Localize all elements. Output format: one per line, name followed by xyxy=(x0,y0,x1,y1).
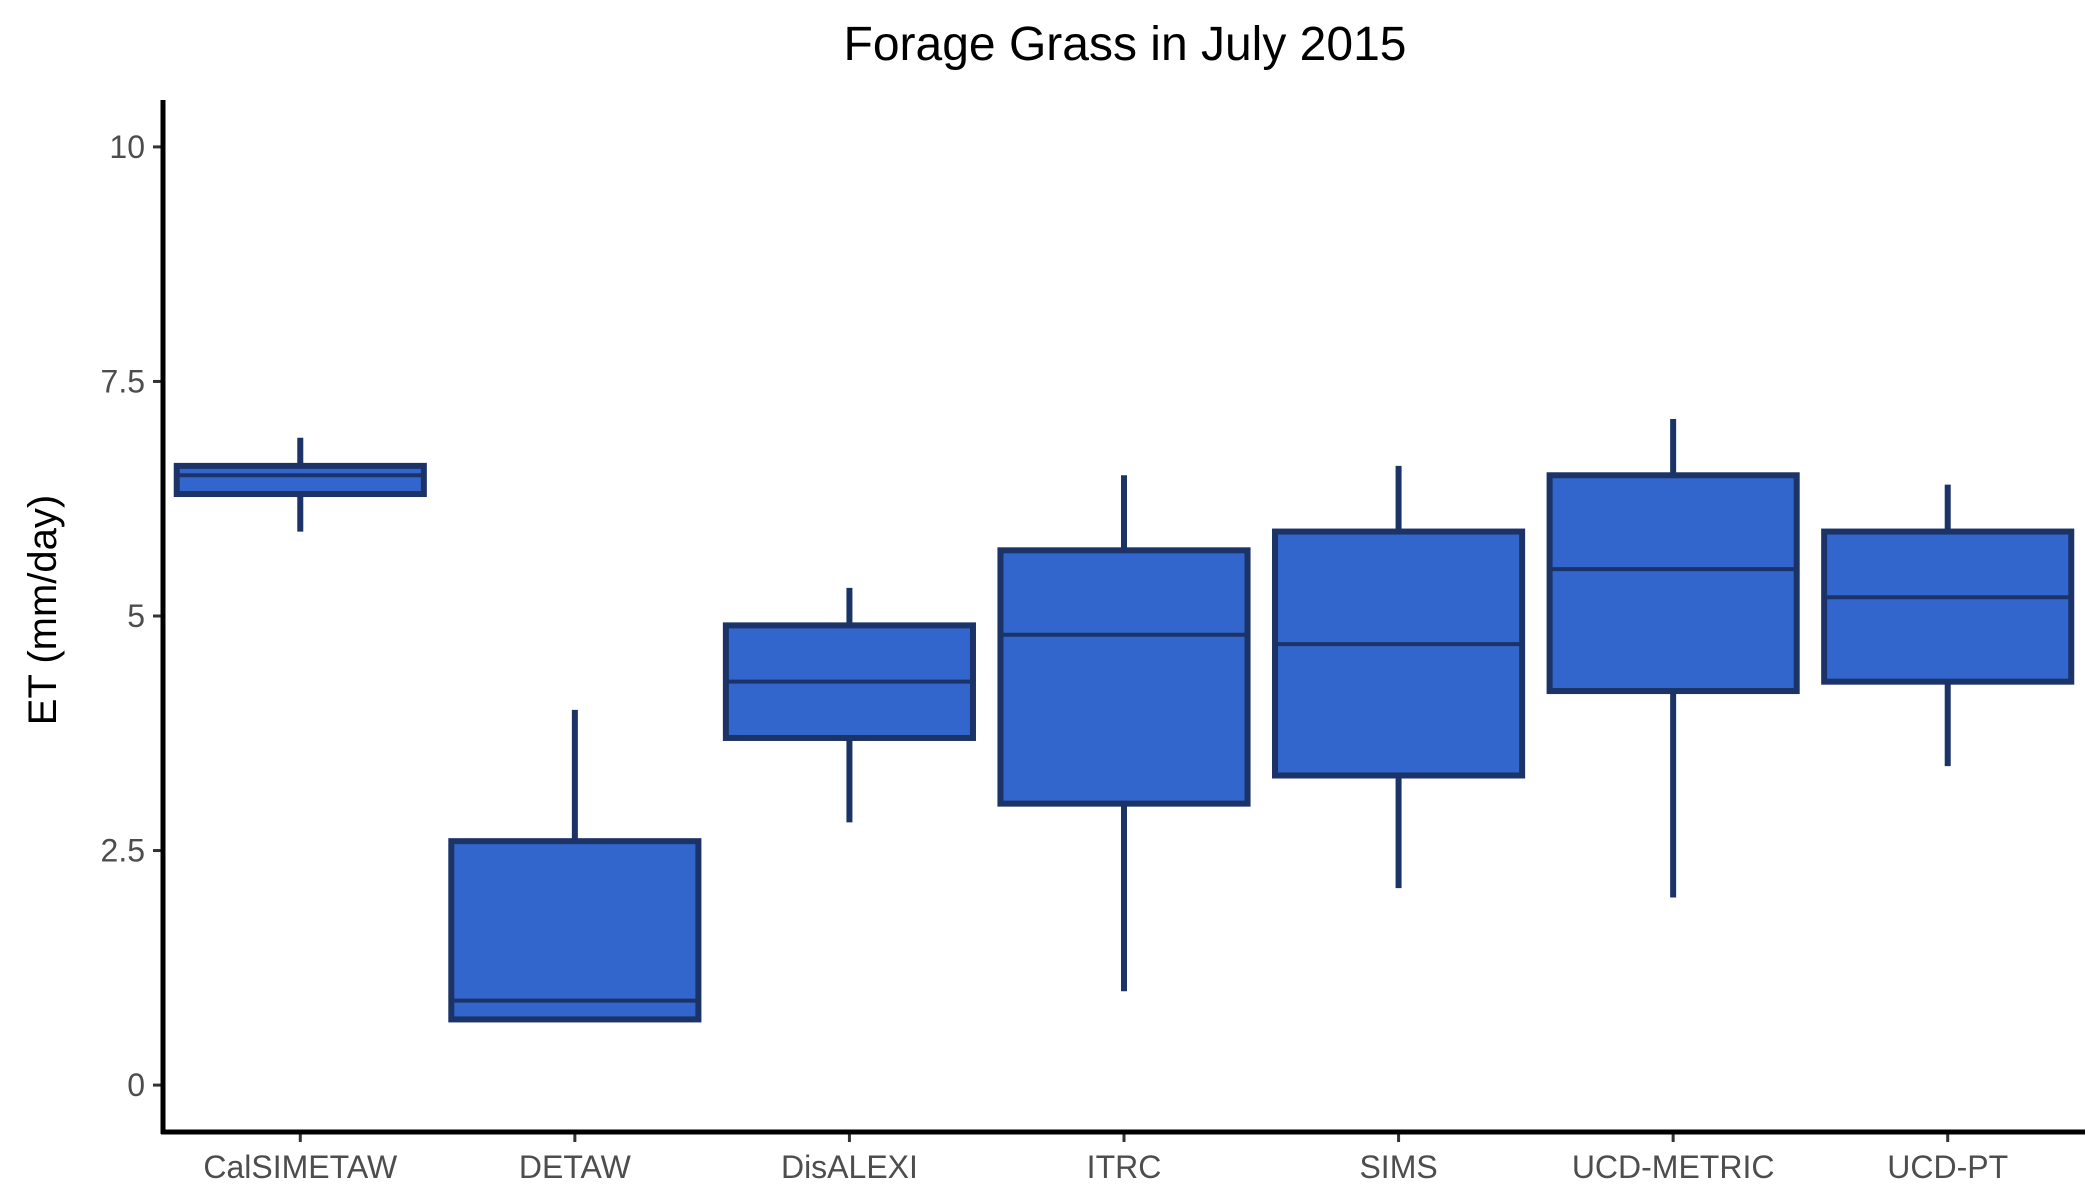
y-tick-label: 10 xyxy=(109,129,145,165)
x-tick-label: DETAW xyxy=(519,1149,632,1185)
box xyxy=(1272,528,1526,779)
plot-area: 0 2.5 5 7.5 10 CalSIMETAW DETAW DisALEXI ITRC SIM… xyxy=(101,100,2085,1185)
box xyxy=(997,547,1251,807)
box xyxy=(1546,472,1800,695)
x-tick-label: SIMS xyxy=(1359,1149,1437,1185)
chart-title: Forage Grass in July 2015 xyxy=(844,18,1407,71)
box xyxy=(173,462,427,498)
y-tick-label: 5 xyxy=(127,598,145,634)
y-tick-label: 0 xyxy=(127,1067,145,1103)
box xyxy=(448,838,702,1023)
x-tick-label: UCD-PT xyxy=(1887,1149,2008,1185)
y-tick-label: 2.5 xyxy=(101,833,145,869)
box xyxy=(1821,528,2075,685)
x-tick-label: UCD-METRIC xyxy=(1572,1149,1775,1185)
x-tick-label: DisALEXI xyxy=(781,1149,918,1185)
x-tick-label: CalSIMETAW xyxy=(203,1149,398,1185)
y-tick-label: 7.5 xyxy=(101,363,145,399)
x-tick-label: ITRC xyxy=(1087,1149,1162,1185)
y-axis-title: ET (mm/day) xyxy=(21,495,65,725)
